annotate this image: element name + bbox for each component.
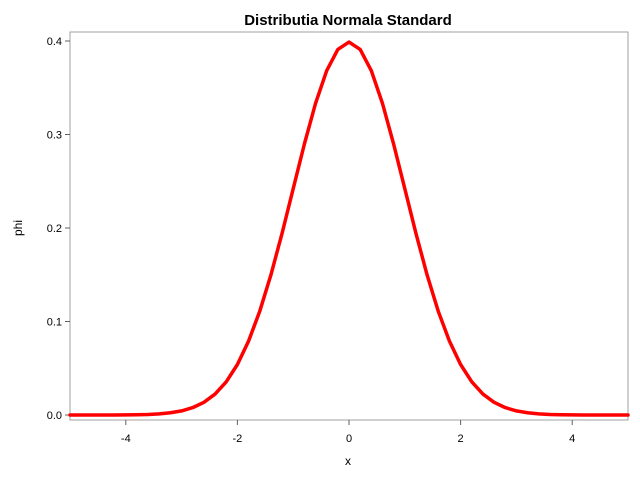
y-tick-label: 0.3 <box>47 130 62 142</box>
x-tick-label: -2 <box>233 433 243 445</box>
series-line-phi <box>68 40 630 417</box>
y-axis: 0.0 0.1 0.2 0.3 0.4 <box>47 36 70 422</box>
y-tick-label: 0.1 <box>47 317 62 329</box>
y-tick-label: 0.2 <box>47 223 62 235</box>
y-axis-label: phi <box>11 220 25 236</box>
plot-frame <box>69 31 629 421</box>
x-axis: -4 -2 0 2 4 <box>121 420 575 445</box>
chart-title: Distributia Normala Standard <box>244 12 452 29</box>
x-tick-label: -4 <box>121 433 131 445</box>
x-tick-label: 0 <box>346 433 352 445</box>
y-tick-label: 0.4 <box>47 36 62 48</box>
x-tick-label: 4 <box>569 433 575 445</box>
x-tick-label: 2 <box>458 433 464 445</box>
x-axis-label: x <box>345 454 351 468</box>
y-tick-label: 0.0 <box>47 410 62 422</box>
